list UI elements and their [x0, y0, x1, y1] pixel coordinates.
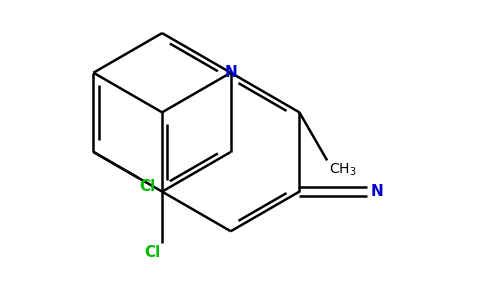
Text: CH$_3$: CH$_3$ [329, 162, 356, 178]
Text: N: N [371, 184, 383, 199]
Text: Cl: Cl [144, 245, 161, 260]
Text: N: N [225, 65, 237, 80]
Text: Cl: Cl [140, 179, 156, 194]
